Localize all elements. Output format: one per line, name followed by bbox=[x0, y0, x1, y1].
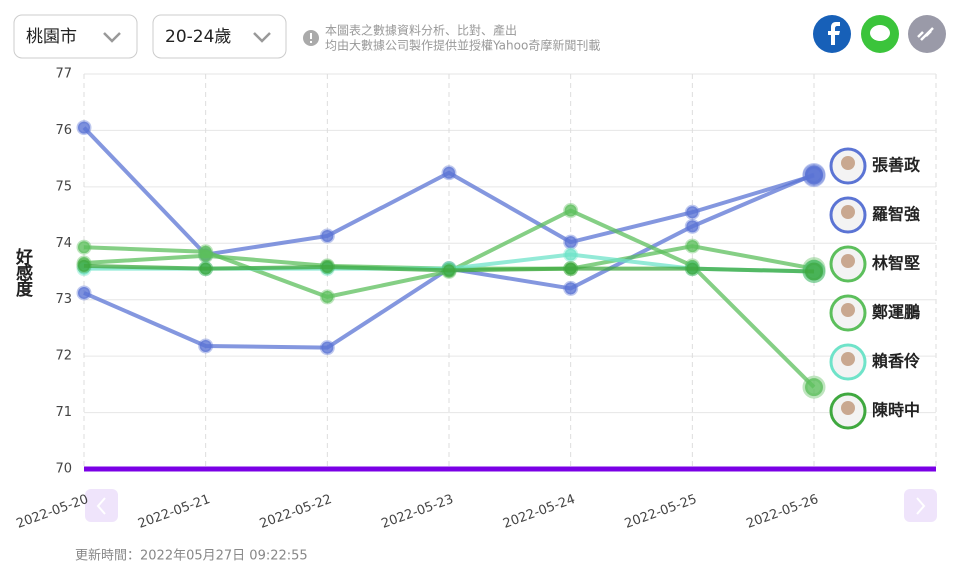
x-tick-label: 2022-05-21 bbox=[136, 492, 212, 532]
facebook-glyph bbox=[828, 22, 840, 45]
y-tick-label: 70 bbox=[55, 462, 72, 477]
data-point bbox=[563, 247, 579, 263]
city-select-label: 桃園市 bbox=[26, 27, 77, 47]
legend-avatar-face bbox=[841, 352, 855, 366]
data-point bbox=[76, 120, 92, 136]
data-point bbox=[563, 261, 579, 277]
y-tick-label: 74 bbox=[55, 236, 72, 251]
legend-label: 林智堅 bbox=[872, 254, 920, 273]
data-point bbox=[198, 261, 214, 277]
x-tick-label: 2022-05-22 bbox=[258, 492, 334, 532]
note-line: 本圖表之數據資料分析、比對、產出 bbox=[325, 23, 517, 38]
legend-label: 陳時中 bbox=[872, 401, 920, 420]
y-tick-label: 75 bbox=[55, 179, 72, 194]
data-point bbox=[319, 228, 335, 244]
legend-label: 賴香伶 bbox=[872, 352, 920, 371]
data-point bbox=[76, 285, 92, 301]
data-point bbox=[684, 238, 700, 254]
legend-label: 張善政 bbox=[872, 156, 921, 175]
data-point bbox=[441, 262, 457, 278]
x-tick-label: 2022-05-20 bbox=[14, 492, 90, 532]
data-point bbox=[684, 204, 700, 220]
age-select-label: 20-24歲 bbox=[165, 27, 231, 47]
x-tick-label: 2022-05-25 bbox=[623, 492, 699, 532]
note-line: 均由大數據公司製作提供並授權Yahoo奇摩新聞刊載 bbox=[325, 38, 600, 53]
prev-button[interactable] bbox=[85, 489, 118, 522]
data-point bbox=[76, 239, 92, 255]
data-point bbox=[198, 248, 214, 264]
age-select[interactable] bbox=[152, 14, 287, 59]
y-tick-label: 72 bbox=[55, 349, 72, 364]
data-point bbox=[319, 340, 335, 356]
legend-avatar-face bbox=[841, 303, 855, 317]
data-point bbox=[319, 289, 335, 305]
y-axis-label: 好感度 bbox=[12, 247, 34, 298]
data-point bbox=[802, 162, 826, 186]
data-point bbox=[563, 234, 579, 250]
chevron bbox=[253, 32, 271, 43]
update-time: 更新時間：2022年05月27日 09:22:55 bbox=[75, 548, 308, 564]
legend-avatar-face bbox=[841, 254, 855, 268]
legend-label: 鄭運鵬 bbox=[872, 303, 920, 322]
info-icon-mark bbox=[310, 33, 312, 39]
next-button[interactable] bbox=[904, 489, 937, 522]
data-point bbox=[198, 338, 214, 354]
legend-avatar-face bbox=[841, 401, 855, 415]
y-tick-label: 73 bbox=[55, 292, 72, 307]
data-point bbox=[684, 261, 700, 277]
legend-avatar-face bbox=[841, 205, 855, 219]
x-tick-label: 2022-05-23 bbox=[379, 492, 455, 532]
y-tick-label: 71 bbox=[55, 405, 72, 420]
data-point bbox=[802, 375, 826, 399]
y-tick-label: 77 bbox=[55, 67, 72, 82]
x-tick-label: 2022-05-26 bbox=[744, 492, 820, 532]
data-point bbox=[319, 259, 335, 275]
chevron bbox=[103, 32, 121, 43]
line-glyph bbox=[870, 25, 890, 41]
data-point bbox=[563, 280, 579, 296]
legend-avatar-face bbox=[841, 156, 855, 170]
link-glyph bbox=[917, 27, 934, 41]
legend-label: 羅智強 bbox=[872, 205, 920, 224]
info-icon-mark bbox=[310, 41, 312, 43]
city-select[interactable] bbox=[13, 14, 138, 59]
data-point bbox=[563, 203, 579, 219]
data-point bbox=[441, 165, 457, 181]
next-arrow bbox=[916, 497, 926, 515]
data-point bbox=[684, 218, 700, 234]
y-tick-label: 76 bbox=[55, 123, 72, 138]
data-point bbox=[76, 258, 92, 274]
data-point bbox=[802, 260, 826, 283]
prev-arrow bbox=[96, 497, 106, 515]
x-tick-label: 2022-05-24 bbox=[501, 492, 577, 532]
